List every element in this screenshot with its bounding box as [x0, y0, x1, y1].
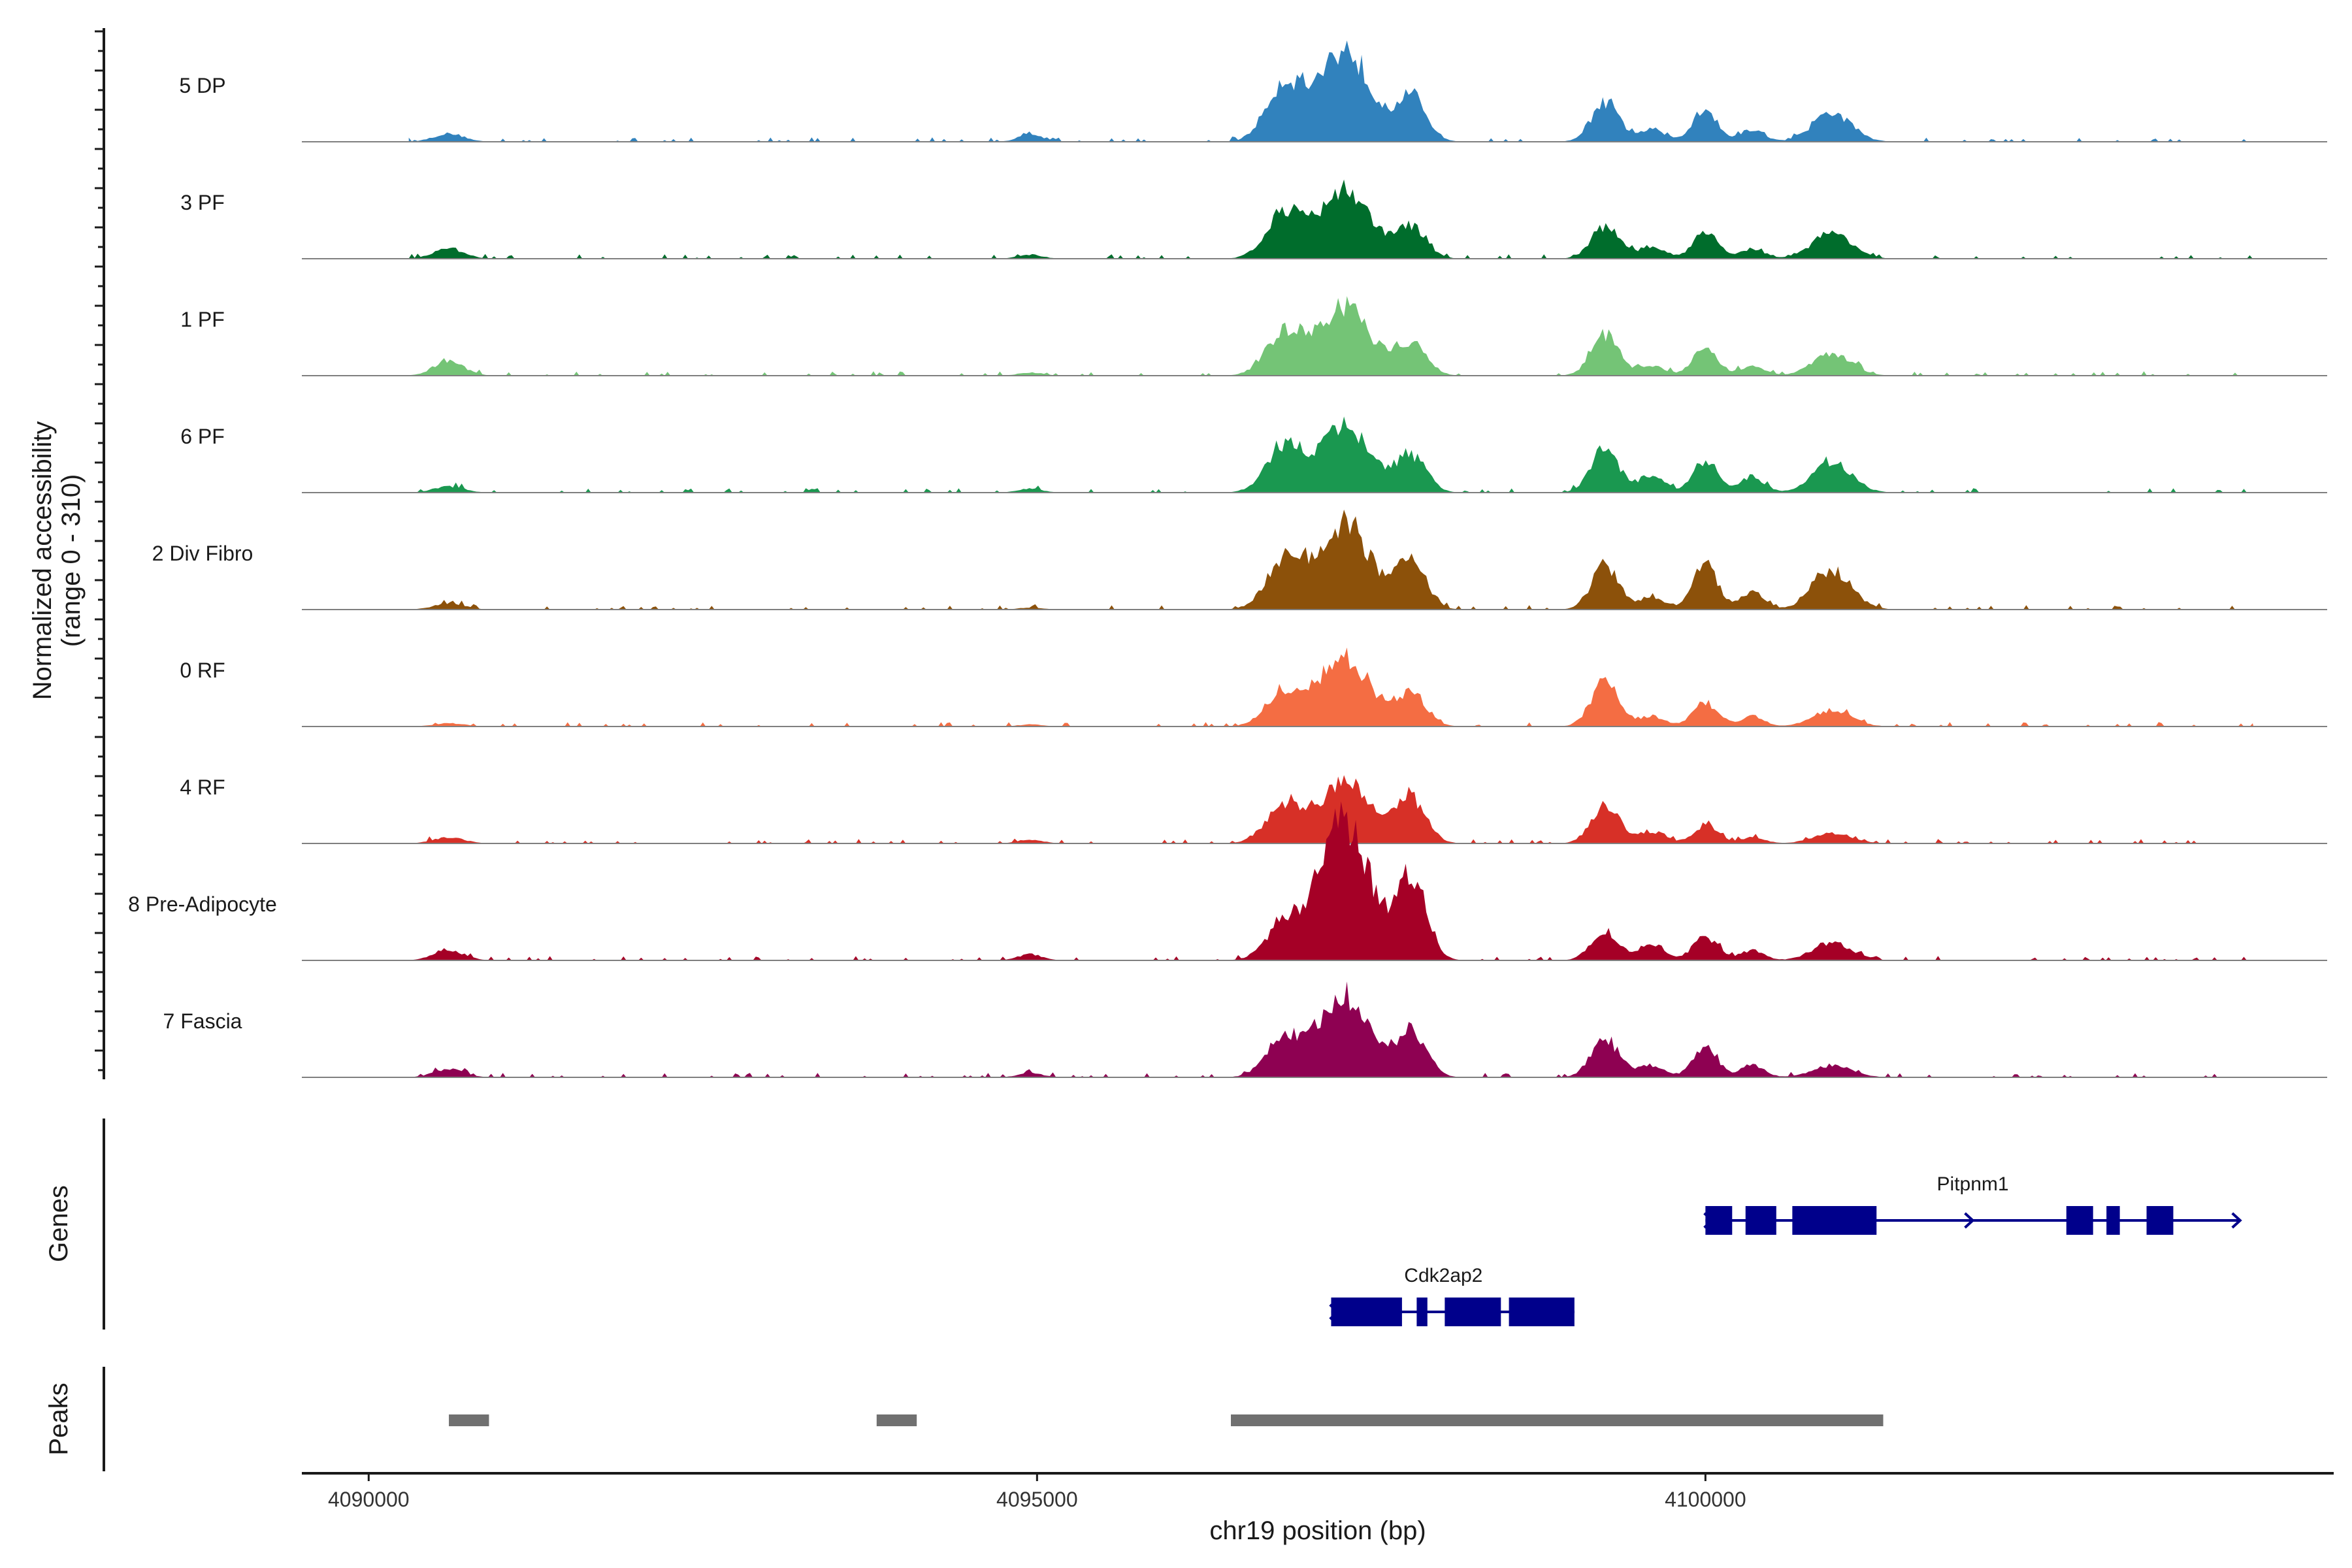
track-0-rf: 0 RF — [180, 647, 2327, 727]
peak-bar — [1231, 1414, 1884, 1426]
track-label: 7 Fascia — [163, 1009, 242, 1033]
track-5-dp: 5 DP — [179, 41, 2327, 142]
coverage-y-ticks — [95, 30, 104, 1071]
peaks-panel-title: Peaks — [44, 1382, 73, 1455]
track-label: 2 Div Fibro — [152, 542, 253, 565]
gene-cdk2ap2: Cdk2ap2 — [1329, 1265, 1575, 1326]
gene-exon — [1509, 1298, 1575, 1326]
coverage-area — [408, 41, 2254, 142]
coverage-area — [408, 981, 2254, 1077]
x-axis-ticks: 4090000 4095000 4100000 — [328, 1473, 1746, 1511]
x-axis-title: chr19 position (bp) — [1209, 1516, 1426, 1545]
gene-exon — [1792, 1206, 1877, 1235]
coverage-area — [408, 510, 2254, 610]
gene-exon — [1705, 1206, 1733, 1235]
track-2-div-fibro: 2 Div Fibro — [152, 510, 2327, 610]
gene-label: Pitpnm1 — [1937, 1173, 2009, 1195]
track-7-fascia: 7 Fascia — [163, 981, 2327, 1078]
strand-arrow — [2231, 1212, 2242, 1229]
track-6-pf: 6 PF — [180, 416, 2327, 493]
track-label: 8 Pre-Adipocyte — [128, 892, 277, 916]
strand-arrow — [1329, 1303, 1340, 1320]
track-label: 0 RF — [180, 659, 225, 682]
coverage-area — [408, 647, 2254, 727]
strand-arrow — [2151, 1212, 2162, 1229]
genes-panel-title: Genes — [44, 1185, 73, 1262]
track-8-pre-adipocyte: 8 Pre-Adipocyte — [128, 801, 2327, 961]
coverage-area — [408, 296, 2254, 376]
track-1-pf: 1 PF — [180, 296, 2327, 376]
gene-exon — [2066, 1206, 2093, 1235]
track-label: 6 PF — [180, 425, 225, 448]
track-label: 4 RF — [180, 776, 225, 799]
peak-bar — [449, 1414, 489, 1426]
y-axis-title-line2: (range 0 - 310) — [57, 474, 86, 647]
gene-pitpnm1: Pitpnm1 — [1703, 1173, 2242, 1235]
gene-label: Cdk2ap2 — [1404, 1265, 1482, 1286]
x-tick-label: 4090000 — [328, 1488, 410, 1511]
track-label: 5 DP — [179, 74, 225, 97]
gene-exon — [1416, 1298, 1428, 1326]
track-label: 1 PF — [180, 308, 225, 331]
track-label: 3 PF — [180, 191, 225, 214]
track-4-rf: 4 RF — [180, 775, 2327, 844]
coverage-area — [408, 801, 2254, 960]
gene-track: Pitpnm1 Cdk2ap2 — [1329, 1173, 2242, 1326]
peak-track — [449, 1414, 1884, 1426]
track-3-pf: 3 PF — [180, 179, 2327, 259]
y-axis-title-line1: Normalized accessibility — [28, 421, 57, 700]
gene-exon — [1331, 1298, 1402, 1326]
gene-exon — [2106, 1206, 2120, 1235]
coverage-area — [408, 416, 2254, 493]
strand-arrow — [1964, 1212, 1975, 1229]
x-tick-label: 4100000 — [1665, 1488, 1746, 1511]
gene-exon — [1445, 1298, 1501, 1326]
x-tick-label: 4095000 — [996, 1488, 1078, 1511]
coverage-area — [408, 775, 2254, 843]
peak-bar — [876, 1414, 917, 1426]
coverage-area — [408, 179, 2254, 259]
strand-arrow — [1703, 1212, 1714, 1229]
coverage-tracks: 5 DP 3 PF 1 PF 6 PF 2 Div Fibro 0 RF 4 RF 8 Pre… — [128, 41, 2327, 1078]
gene-exon — [1745, 1206, 1776, 1235]
